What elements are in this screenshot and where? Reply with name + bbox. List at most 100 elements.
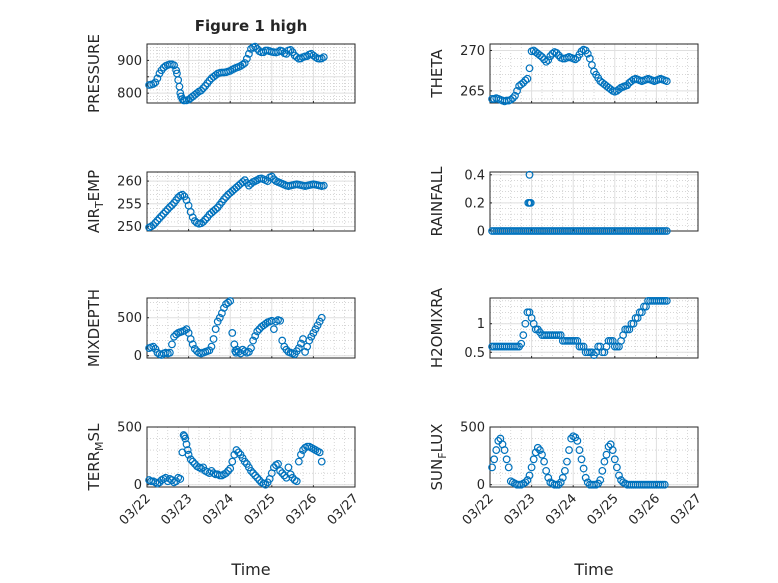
data-point-mixdepth	[245, 348, 253, 356]
data-point-h2omixra	[511, 342, 519, 351]
axes-border-theta	[489, 43, 699, 104]
x-tick-label: 03/26	[283, 491, 320, 528]
data-point-sun_flux	[560, 466, 569, 475]
data-point-mixdepth	[315, 317, 324, 326]
x-axis-label-left: Time	[230, 560, 270, 579]
data-point-mixdepth	[228, 329, 237, 337]
data-point-terr_msl	[297, 450, 305, 459]
data-point-pressure	[199, 84, 208, 93]
data-point-h2omixra	[623, 325, 632, 334]
data-point-h2omixra	[612, 342, 621, 351]
y-tick-label: 0.5	[464, 346, 485, 361]
data-point-sun_flux	[658, 480, 667, 489]
data-point-h2omixra	[635, 308, 644, 317]
data-point-theta	[544, 56, 553, 65]
data-point-mixdepth	[307, 332, 316, 341]
data-point-terr_msl	[284, 463, 293, 472]
data-point-theta	[583, 49, 592, 58]
y-tick-label: 500	[117, 311, 142, 326]
data-point-sun_flux	[554, 480, 563, 489]
data-point-sun_flux	[533, 443, 542, 452]
y-tick-label: 500	[460, 421, 485, 436]
y-tick-label: 255	[117, 197, 142, 212]
panel-theta: 265 270 THETA	[428, 43, 699, 106]
data-point-sun_flux	[612, 463, 621, 472]
data-point-pressure	[245, 49, 253, 58]
data-point-sun_flux	[573, 436, 582, 445]
y-axis-label-terr_msl: TERRMSL	[85, 423, 106, 492]
data-point-mixdepth	[251, 332, 260, 340]
data-point-pressure	[151, 78, 160, 87]
data-point-sun_flux	[540, 457, 548, 466]
panel-pressure: 800 900 PRESSURE	[85, 34, 356, 113]
data-point-h2omixra	[610, 342, 619, 351]
y-tick-label: 0	[134, 349, 142, 364]
data-point-rainfall	[660, 227, 669, 235]
data-point-mixdepth	[165, 348, 174, 357]
y-axis-label-mixdepth: MIXDEPTH	[85, 289, 103, 367]
data-point-mixdepth	[305, 336, 314, 345]
data-point-mixdepth	[294, 344, 303, 353]
data-point-mixdepth	[309, 329, 318, 337]
data-point-air_temp	[157, 212, 166, 220]
data-point-terr_msl	[183, 446, 192, 454]
data-point-mixdepth	[226, 297, 235, 305]
data-point-h2omixra	[631, 314, 640, 322]
data-point-theta	[538, 53, 546, 61]
panels-group: 800 900 PRESSURE 265 270 THETA 250 255 260 AIRTEM…	[85, 34, 705, 528]
data-point-sun_flux	[536, 446, 544, 454]
data-point-theta	[571, 55, 580, 64]
data-point-mixdepth	[168, 340, 176, 349]
data-point-sun_flux	[490, 455, 499, 464]
y-tick-label: 0	[477, 478, 485, 493]
figure-title: Figure 1 high	[195, 17, 308, 35]
data-point-h2omixra	[660, 296, 669, 305]
data-point-h2omixra	[569, 336, 578, 345]
data-point-mixdepth	[215, 313, 224, 322]
data-point-h2omixra	[583, 348, 592, 357]
data-point-terr_msl	[278, 469, 287, 478]
data-point-pressure	[242, 54, 251, 63]
y-tick-label: 0.4	[464, 168, 485, 183]
data-point-mixdepth	[253, 327, 262, 336]
data-point-terr_msl	[240, 457, 249, 466]
data-point-theta	[508, 94, 517, 103]
data-point-mixdepth	[272, 317, 280, 326]
data-point-h2omixra	[523, 308, 532, 317]
data-point-mixdepth	[182, 325, 191, 334]
data-point-terr_msl	[226, 464, 235, 473]
data-point-mixdepth	[149, 342, 158, 351]
data-point-sun_flux	[660, 480, 669, 489]
data-point-air_temp	[165, 203, 174, 211]
axes-frame-theta	[489, 43, 699, 104]
axes-border-rainfall	[489, 171, 699, 232]
data-point-air_temp	[159, 209, 168, 218]
data-point-theta	[546, 52, 555, 61]
data-point-rainfall	[662, 227, 671, 235]
data-point-sun_flux	[575, 446, 584, 454]
data-point-terr_msl	[186, 455, 195, 464]
data-point-h2omixra	[571, 336, 580, 345]
y-axis-label-theta: THETA	[428, 49, 446, 99]
data-point-air_temp	[199, 218, 208, 226]
data-point-air_temp	[153, 216, 162, 225]
y-axis-label-air_temp: AIRTEMP	[85, 170, 106, 233]
data-point-terr_msl	[276, 466, 285, 475]
data-point-sun_flux	[615, 471, 623, 480]
y-axis-label-rainfall: RAINFALL	[428, 166, 446, 237]
data-point-sun_flux	[544, 473, 553, 482]
data-point-terr_msl	[176, 475, 185, 483]
data-point-sun_flux	[552, 480, 561, 489]
data-point-theta	[536, 51, 544, 60]
data-point-mixdepth	[240, 347, 249, 356]
y-tick-label: 0	[134, 478, 142, 493]
data-point-sun_flux	[581, 473, 590, 482]
data-point-terr_msl	[182, 440, 191, 449]
data-point-mixdepth	[276, 316, 285, 325]
data-point-h2omixra	[598, 348, 607, 357]
x-tick-label: 03/27	[668, 491, 705, 528]
data-point-pressure	[286, 46, 295, 54]
data-point-theta	[513, 86, 521, 95]
y-axis-label-sun_flux: SUNFLUX	[428, 424, 449, 491]
data-point-theta	[623, 81, 632, 90]
